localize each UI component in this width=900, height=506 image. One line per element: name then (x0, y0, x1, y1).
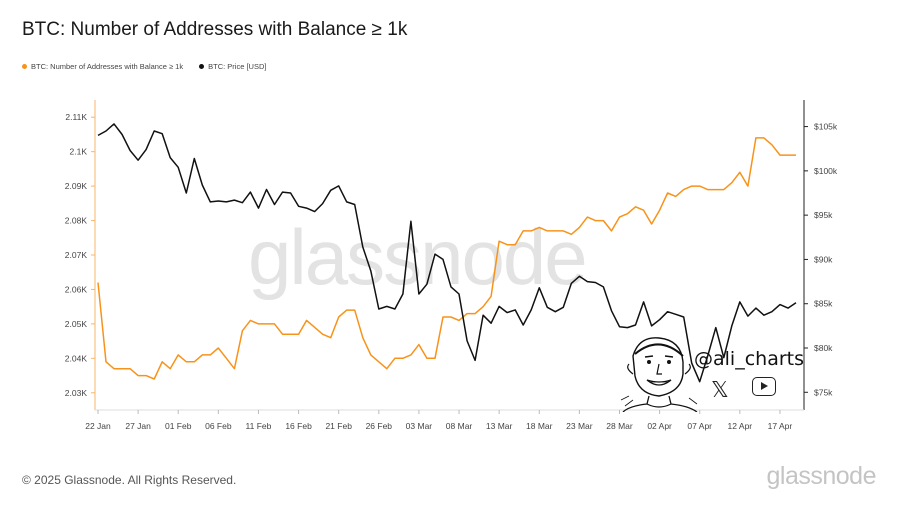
series-line-addresses (97, 137, 796, 380)
y-right-tick-label: $105k (814, 122, 838, 132)
y-right-tick-label: $95k (814, 210, 833, 220)
x-tick-label: 23 Mar (566, 421, 593, 431)
y-left-tick-label: 2.07K (65, 250, 88, 260)
x-tick-label: 16 Feb (285, 421, 312, 431)
x-tick-label: 17 Apr (768, 421, 793, 431)
x-tick-label: 07 Apr (687, 421, 712, 431)
chart-title: BTC: Number of Addresses with Balance ≥ … (22, 19, 408, 40)
y-left-tick-label: 2.11K (65, 112, 87, 122)
footer-glassnode-logo: glassnode (766, 462, 877, 490)
x-tick-label: 27 Jan (125, 421, 151, 431)
y-left-tick-label: 2.04K (65, 353, 88, 363)
x-tick-label: 22 Jan (85, 421, 111, 431)
x-tick-label: 13 Mar (486, 421, 513, 431)
x-tick-label: 06 Feb (205, 421, 232, 431)
legend-item-price[interactable]: BTC: Price [USD] (199, 62, 266, 71)
y-right-tick-label: $80k (814, 343, 833, 353)
x-tick-label: 02 Apr (647, 421, 672, 431)
y-left-tick-label: 2.09K (65, 181, 88, 191)
x-tick-label: 28 Mar (606, 421, 633, 431)
x-logo-icon[interactable]: 𝕏 (711, 377, 729, 402)
y-right-tick-label: $75k (814, 387, 833, 397)
footer-copyright: © 2025 Glassnode. All Rights Reserved. (22, 473, 237, 487)
y-right-tick-label: $90k (814, 254, 833, 264)
chart-legend: BTC: Number of Addresses with Balance ≥ … (22, 62, 266, 71)
legend-dot-black (199, 64, 205, 69)
x-tick-label: 21 Feb (325, 421, 352, 431)
legend-dot-orange (22, 64, 27, 69)
series-line-price (97, 123, 797, 383)
legend-label-price: BTC: Price [USD] (208, 62, 267, 71)
x-tick-label: 26 Feb (366, 421, 393, 431)
legend-label-addresses: BTC: Number of Addresses with Balance ≥ … (31, 62, 184, 71)
y-left-tick-label: 2.05K (65, 319, 88, 329)
y-left-tick-label: 2.08K (65, 216, 88, 226)
x-tick-label: 01 Feb (165, 421, 192, 431)
y-left-tick-label: 2.06K (65, 284, 88, 294)
x-tick-label: 11 Feb (246, 421, 272, 431)
youtube-icon[interactable] (752, 377, 776, 396)
x-tick-label: 08 Mar (446, 421, 473, 431)
author-handle: @ali_charts (694, 348, 804, 370)
y-right-tick-label: $85k (814, 299, 833, 309)
y-left-tick-label: 2.1K (70, 147, 88, 157)
legend-item-addresses[interactable]: BTC: Number of Addresses with Balance ≥ … (22, 62, 183, 71)
x-tick-label: 03 Mar (406, 421, 433, 431)
avatar-sketch-icon (620, 337, 698, 412)
x-tick-label: 18 Mar (526, 421, 553, 431)
y-right-tick-label: $100k (814, 166, 838, 176)
x-tick-label: 12 Apr (728, 421, 753, 431)
y-left-tick-label: 2.03K (65, 388, 88, 398)
